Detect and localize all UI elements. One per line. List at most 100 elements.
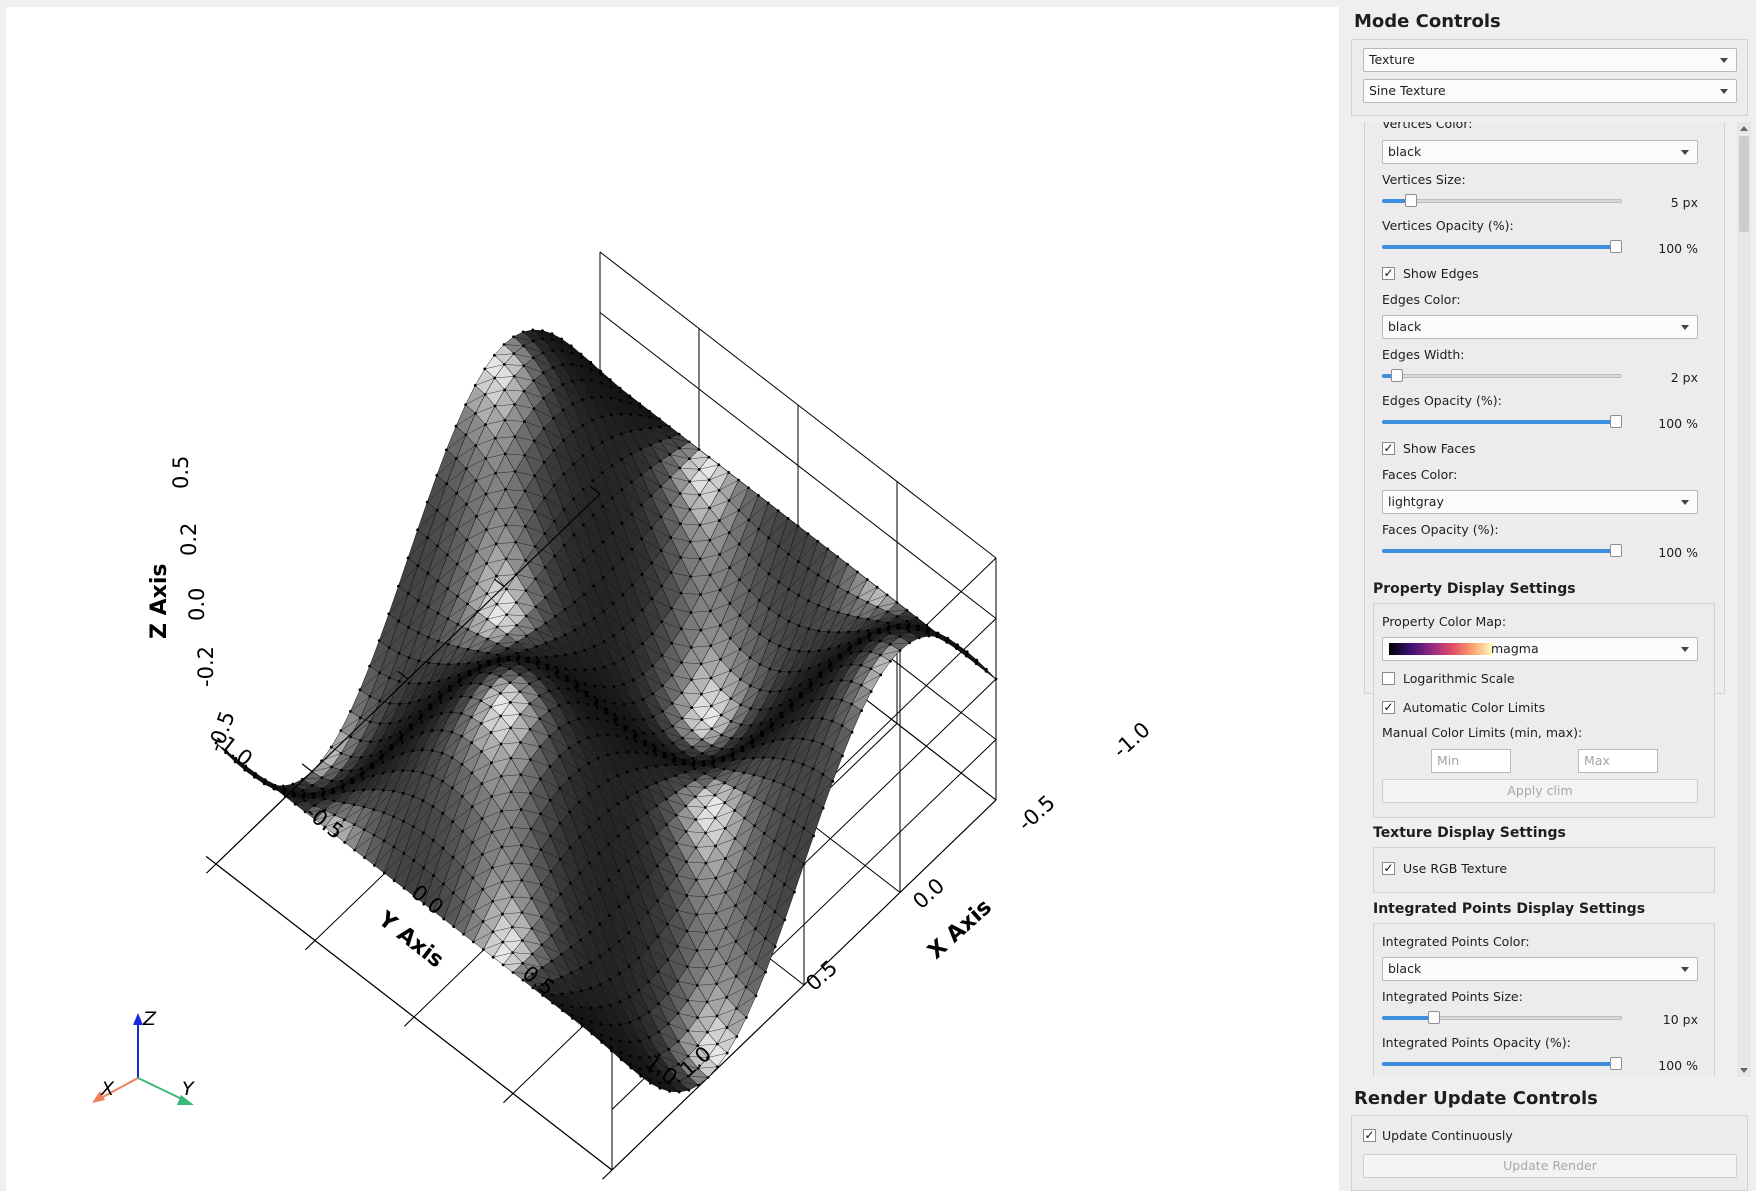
faces-opacity-value: 100 % [1658, 545, 1698, 560]
colormap-swatch [1389, 643, 1493, 655]
control-panel: Mode Controls Texture Sine Texture Verti… [1345, 0, 1756, 1191]
z-axis-title: Z Axis [147, 564, 172, 639]
slider-fill [1382, 549, 1616, 553]
slider-handle[interactable] [1405, 194, 1417, 207]
auto-limits-label: Automatic Color Limits [1403, 700, 1546, 715]
settings-scroll-area[interactable]: Vertices Color: black Vertices Size: 5 p… [1351, 122, 1737, 1077]
triad-y-label: Y [182, 1078, 195, 1100]
slider-track [1382, 199, 1622, 203]
edges-opacity-value: 100 % [1658, 416, 1698, 431]
z-tick-label: -0.2 [194, 646, 218, 687]
vertices-opacity-value: 100 % [1658, 241, 1698, 256]
min-input[interactable]: Min [1431, 749, 1511, 773]
edges-width-label: Edges Width: [1382, 347, 1465, 362]
log-scale-checkbox[interactable] [1382, 672, 1395, 685]
chevron-down-icon [1720, 89, 1728, 94]
vertices-color-select[interactable]: black [1382, 140, 1698, 164]
integrated-points-opacity-slider[interactable] [1382, 1057, 1622, 1071]
slider-fill [1382, 420, 1616, 424]
integrated-points-size-value: 10 px [1662, 1012, 1698, 1027]
show-edges-label: Show Edges [1403, 266, 1479, 281]
faces-color-select[interactable]: lightgray [1382, 490, 1698, 514]
use-rgb-label: Use RGB Texture [1403, 861, 1508, 876]
apply-clim-button[interactable]: Apply clim [1382, 779, 1698, 803]
triad-x-label: X [100, 1078, 115, 1100]
color-map-label: Property Color Map: [1382, 614, 1507, 629]
faces-opacity-slider[interactable] [1382, 544, 1622, 558]
integrated-points-size-slider[interactable] [1382, 1011, 1622, 1025]
settings-scrollbar[interactable] [1737, 122, 1751, 1077]
vertices-size-value: 5 px [1670, 195, 1698, 210]
sine-surface-mesh [214, 328, 998, 1094]
slider-handle[interactable] [1391, 369, 1403, 382]
use-rgb-checkbox[interactable]: ✓ [1382, 861, 1395, 875]
chevron-down-icon [1681, 500, 1689, 505]
slider-handle[interactable] [1610, 415, 1622, 428]
slider-fill [1382, 245, 1616, 249]
color-map-value: magma [1491, 641, 1539, 656]
integrated-points-color-label: Integrated Points Color: [1382, 934, 1530, 949]
show-faces-checkbox[interactable]: ✓ [1382, 441, 1395, 455]
edges-opacity-label: Edges Opacity (%): [1382, 393, 1502, 408]
vertices-size-slider[interactable] [1382, 194, 1622, 208]
faces-color-value: lightgray [1388, 494, 1444, 509]
render-update-title: Render Update Controls [1354, 1088, 1598, 1109]
integrated-points-opacity-label: Integrated Points Opacity (%): [1382, 1035, 1571, 1050]
x-tick-label: 0.5 [801, 956, 842, 996]
mode-select[interactable]: Texture [1363, 48, 1737, 72]
integrated-points-color-value: black [1388, 961, 1422, 976]
x-tick-label: -1.0 [1108, 717, 1155, 762]
update-continuously-checkbox[interactable]: ✓ [1363, 1128, 1376, 1142]
update-render-button[interactable]: Update Render [1363, 1154, 1737, 1178]
max-input[interactable]: Max [1578, 749, 1658, 773]
texture-display-group [1373, 847, 1715, 893]
integrated-points-color-select[interactable]: black [1382, 957, 1698, 981]
faces-opacity-label: Faces Opacity (%): [1382, 522, 1499, 537]
manual-limits-label: Manual Color Limits (min, max): [1382, 725, 1583, 740]
edges-opacity-slider[interactable] [1382, 415, 1622, 429]
show-faces-label: Show Faces [1403, 441, 1476, 456]
mode-select-value: Texture [1369, 52, 1415, 67]
mode-controls-title: Mode Controls [1354, 11, 1501, 32]
faces-color-label: Faces Color: [1382, 467, 1458, 482]
slider-handle[interactable] [1610, 544, 1622, 557]
chevron-down-icon [1681, 325, 1689, 330]
z-tick-label: 0.2 [177, 523, 201, 556]
scroll-down-icon[interactable] [1740, 1068, 1748, 1073]
z-tick-label: 0.5 [169, 456, 193, 489]
render-update-group [1351, 1115, 1748, 1191]
chevron-down-icon [1720, 58, 1728, 63]
chevron-down-icon [1681, 967, 1689, 972]
integrated-points-title: Integrated Points Display Settings [1373, 901, 1646, 917]
color-map-select[interactable]: magma [1382, 637, 1698, 661]
slider-handle[interactable] [1610, 240, 1622, 253]
chevron-down-icon [1681, 150, 1689, 155]
integrated-points-size-label: Integrated Points Size: [1382, 989, 1523, 1004]
edges-color-value: black [1388, 319, 1422, 334]
integrated-points-opacity-value: 100 % [1658, 1058, 1698, 1073]
x-tick-label: 0.0 [908, 874, 949, 914]
orientation-triad: Z X Y [92, 1008, 195, 1105]
z-tick-label: 0.0 [185, 588, 209, 621]
show-edges-checkbox[interactable]: ✓ [1382, 266, 1395, 280]
y-axis-title: Y Axis [373, 906, 449, 973]
vertices-opacity-label: Vertices Opacity (%): [1382, 218, 1514, 233]
slider-fill [1382, 1062, 1616, 1066]
scroll-up-icon[interactable] [1740, 126, 1748, 131]
vertices-color-value: black [1388, 144, 1422, 159]
log-scale-label: Logarithmic Scale [1403, 671, 1515, 686]
triad-z-label: Z [142, 1008, 157, 1030]
edges-width-slider[interactable] [1382, 369, 1622, 383]
bounding-box-front [205, 485, 613, 1180]
scrollbar-thumb[interactable] [1739, 136, 1749, 232]
render-viewport[interactable]: 0.5 0.2 0.0 -0.2 -0.5 Z Axis -1.0 -0.5 0… [6, 7, 1339, 1191]
vertices-opacity-slider[interactable] [1382, 240, 1622, 254]
texture-select[interactable]: Sine Texture [1363, 79, 1737, 103]
slider-handle[interactable] [1428, 1011, 1440, 1024]
slider-track [1382, 374, 1622, 378]
x-axis-title: X Axis [923, 895, 997, 965]
surface-plot-3d[interactable]: 0.5 0.2 0.0 -0.2 -0.5 Z Axis -1.0 -0.5 0… [6, 7, 1339, 1191]
edges-color-select[interactable]: black [1382, 315, 1698, 339]
auto-limits-checkbox[interactable]: ✓ [1382, 700, 1395, 714]
slider-handle[interactable] [1610, 1057, 1622, 1070]
